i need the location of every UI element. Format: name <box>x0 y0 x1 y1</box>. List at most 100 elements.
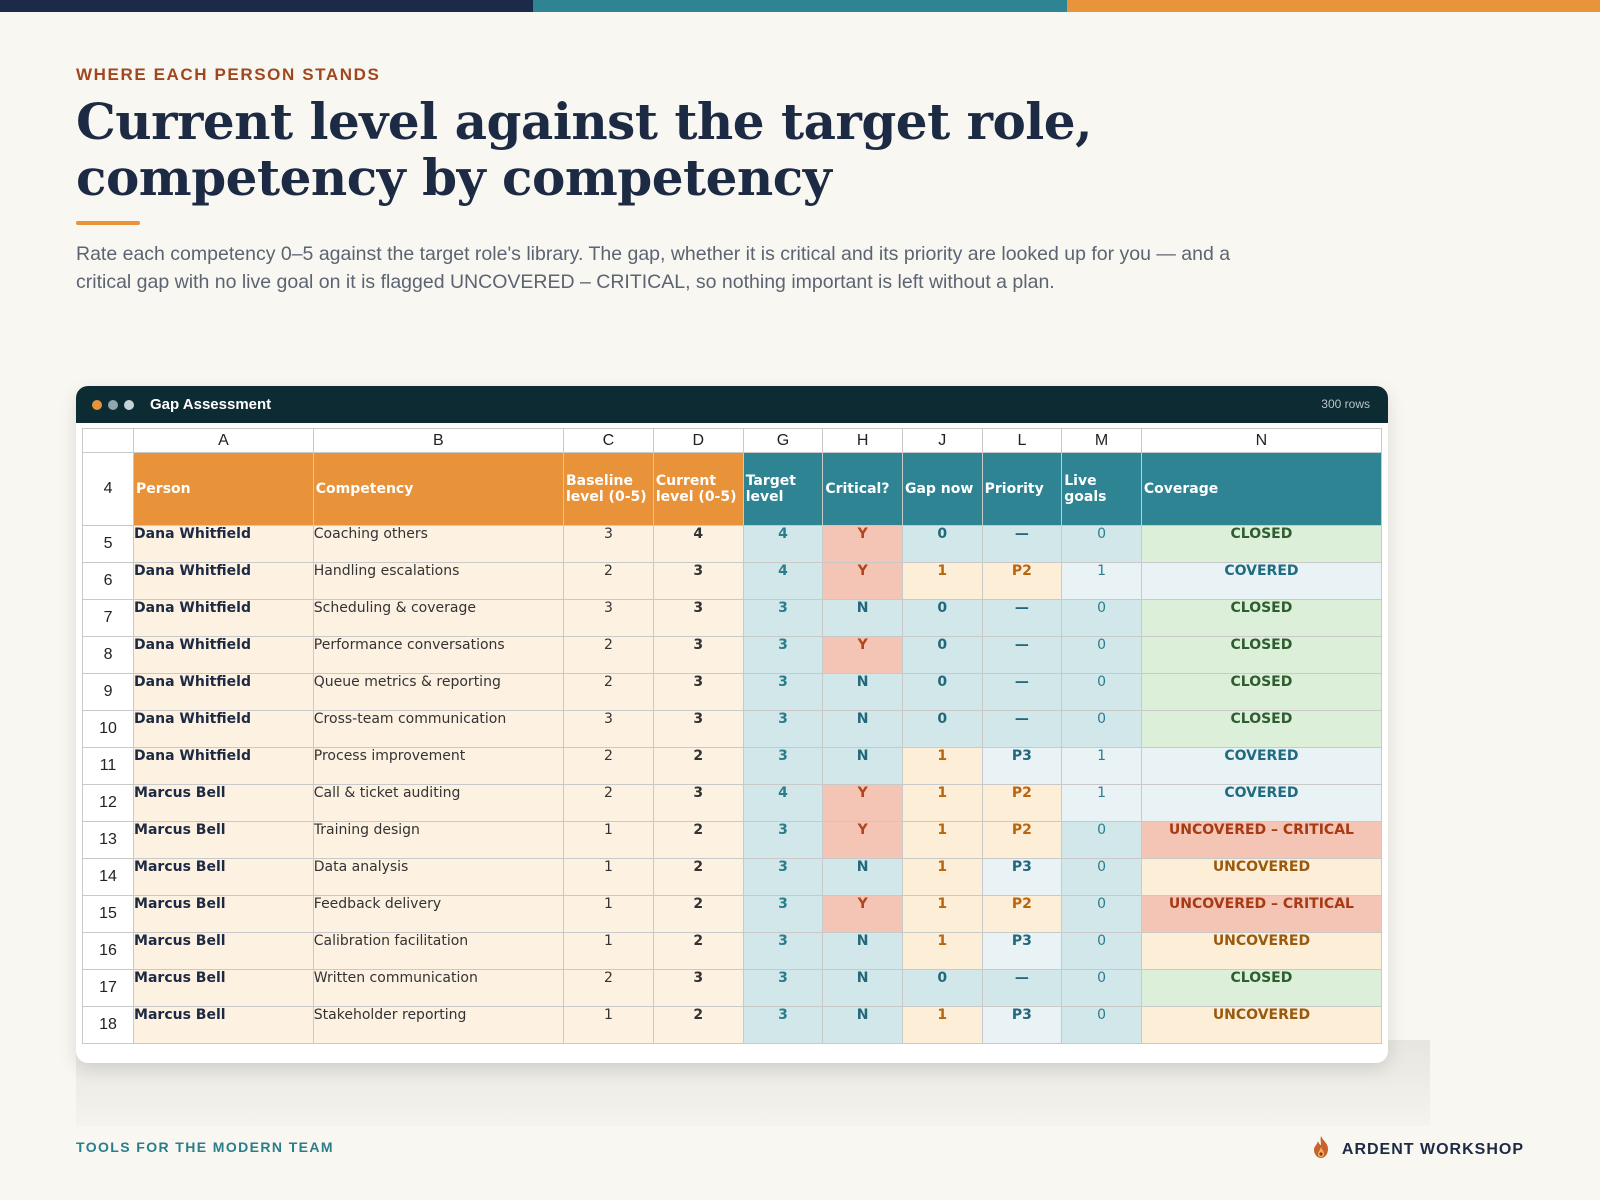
live-goals-cell[interactable]: 1 <box>1061 562 1142 600</box>
current-level-cell[interactable]: 3 <box>652 969 744 1007</box>
current-level-cell[interactable]: 4 <box>652 525 744 563</box>
competency-cell[interactable]: Scheduling & coverage <box>312 599 564 637</box>
critical-cell[interactable]: Y <box>822 784 903 822</box>
critical-cell[interactable]: N <box>822 932 903 970</box>
row-number[interactable]: 4 <box>81 452 135 526</box>
priority-cell[interactable]: P2 <box>981 562 1063 600</box>
row-number[interactable]: 16 <box>81 932 135 970</box>
row-number[interactable]: 7 <box>81 599 135 637</box>
critical-cell[interactable]: N <box>822 969 903 1007</box>
row-number[interactable]: 15 <box>81 895 135 933</box>
current-level-cell[interactable]: 3 <box>652 673 744 711</box>
live-goals-cell[interactable]: 0 <box>1061 636 1142 674</box>
competency-cell[interactable]: Coaching others <box>312 525 564 563</box>
target-level-cell[interactable]: 3 <box>742 673 824 711</box>
coverage-cell[interactable]: CLOSED <box>1140 710 1383 748</box>
column-letter-m[interactable]: M <box>1061 428 1142 453</box>
competency-cell[interactable]: Call & ticket auditing <box>312 784 564 822</box>
coverage-cell[interactable]: COVERED <box>1140 562 1383 600</box>
baseline-cell[interactable]: 3 <box>562 710 654 748</box>
baseline-cell[interactable]: 2 <box>562 969 654 1007</box>
person-cell[interactable]: Dana Whitfield <box>133 636 314 674</box>
coverage-cell[interactable]: CLOSED <box>1140 673 1383 711</box>
person-cell[interactable]: Dana Whitfield <box>133 747 314 785</box>
target-level-cell[interactable]: 3 <box>742 932 824 970</box>
current-level-cell[interactable]: 3 <box>652 784 744 822</box>
critical-cell[interactable]: Y <box>822 562 903 600</box>
gap-now-cell[interactable]: 0 <box>901 673 983 711</box>
priority-cell[interactable]: — <box>981 599 1063 637</box>
priority-cell[interactable]: P3 <box>981 932 1063 970</box>
priority-cell[interactable]: — <box>981 673 1063 711</box>
current-level-cell[interactable]: 2 <box>652 932 744 970</box>
header-cell[interactable]: Gap now <box>901 452 983 526</box>
priority-cell[interactable]: P2 <box>981 784 1063 822</box>
target-level-cell[interactable]: 3 <box>742 858 824 896</box>
coverage-cell[interactable]: UNCOVERED <box>1140 858 1383 896</box>
priority-cell[interactable]: — <box>981 710 1063 748</box>
column-letter-h[interactable]: H <box>822 428 903 453</box>
row-number[interactable]: 9 <box>81 673 135 711</box>
gap-now-cell[interactable]: 1 <box>901 858 983 896</box>
row-number[interactable]: 18 <box>81 1006 135 1044</box>
header-cell[interactable]: Current level (0-5) <box>652 452 744 526</box>
priority-cell[interactable]: P3 <box>981 747 1063 785</box>
header-cell[interactable]: Critical? <box>822 452 903 526</box>
column-letter-g[interactable]: G <box>742 428 824 453</box>
current-level-cell[interactable]: 3 <box>652 562 744 600</box>
competency-cell[interactable]: Training design <box>312 821 564 859</box>
person-cell[interactable]: Dana Whitfield <box>133 710 314 748</box>
header-cell[interactable]: Priority <box>981 452 1063 526</box>
competency-cell[interactable]: Written communication <box>312 969 564 1007</box>
gap-now-cell[interactable]: 1 <box>901 821 983 859</box>
baseline-cell[interactable]: 2 <box>562 747 654 785</box>
column-letter-j[interactable]: J <box>901 428 983 453</box>
critical-cell[interactable]: N <box>822 1006 903 1044</box>
baseline-cell[interactable]: 2 <box>562 784 654 822</box>
priority-cell[interactable]: — <box>981 525 1063 563</box>
live-goals-cell[interactable]: 0 <box>1061 710 1142 748</box>
gap-now-cell[interactable]: 1 <box>901 895 983 933</box>
baseline-cell[interactable]: 1 <box>562 858 654 896</box>
column-letter-b[interactable]: B <box>312 428 564 453</box>
critical-cell[interactable]: N <box>822 858 903 896</box>
target-level-cell[interactable]: 3 <box>742 636 824 674</box>
live-goals-cell[interactable]: 0 <box>1061 1006 1142 1044</box>
person-cell[interactable]: Marcus Bell <box>133 1006 314 1044</box>
gap-now-cell[interactable]: 1 <box>901 747 983 785</box>
coverage-cell[interactable]: COVERED <box>1140 747 1383 785</box>
priority-cell[interactable]: — <box>981 969 1063 1007</box>
priority-cell[interactable]: — <box>981 636 1063 674</box>
critical-cell[interactable]: Y <box>822 821 903 859</box>
baseline-cell[interactable]: 1 <box>562 1006 654 1044</box>
person-cell[interactable]: Marcus Bell <box>133 932 314 970</box>
coverage-cell[interactable]: UNCOVERED <box>1140 932 1383 970</box>
competency-cell[interactable]: Handling escalations <box>312 562 564 600</box>
baseline-cell[interactable]: 3 <box>562 525 654 563</box>
column-letter-a[interactable]: A <box>133 428 314 453</box>
competency-cell[interactable]: Calibration facilitation <box>312 932 564 970</box>
header-cell[interactable]: Person <box>133 452 314 526</box>
target-level-cell[interactable]: 3 <box>742 747 824 785</box>
critical-cell[interactable]: Y <box>822 525 903 563</box>
coverage-cell[interactable]: CLOSED <box>1140 599 1383 637</box>
corner-cell[interactable] <box>81 428 135 453</box>
window-dot-orange[interactable] <box>92 399 102 410</box>
critical-cell[interactable]: N <box>822 599 903 637</box>
critical-cell[interactable]: Y <box>822 636 903 674</box>
target-level-cell[interactable]: 3 <box>742 895 824 933</box>
competency-cell[interactable]: Stakeholder reporting <box>312 1006 564 1044</box>
competency-cell[interactable]: Queue metrics & reporting <box>312 673 564 711</box>
target-level-cell[interactable]: 4 <box>742 784 824 822</box>
gap-now-cell[interactable]: 1 <box>901 932 983 970</box>
competency-cell[interactable]: Feedback delivery <box>312 895 564 933</box>
baseline-cell[interactable]: 2 <box>562 636 654 674</box>
current-level-cell[interactable]: 2 <box>652 858 744 896</box>
row-number[interactable]: 5 <box>81 525 135 563</box>
live-goals-cell[interactable]: 0 <box>1061 895 1142 933</box>
window-dot-grey[interactable] <box>108 399 118 410</box>
header-cell[interactable]: Coverage <box>1140 452 1383 526</box>
column-letter-c[interactable]: C <box>562 428 654 453</box>
gap-now-cell[interactable]: 1 <box>901 784 983 822</box>
current-level-cell[interactable]: 3 <box>652 599 744 637</box>
